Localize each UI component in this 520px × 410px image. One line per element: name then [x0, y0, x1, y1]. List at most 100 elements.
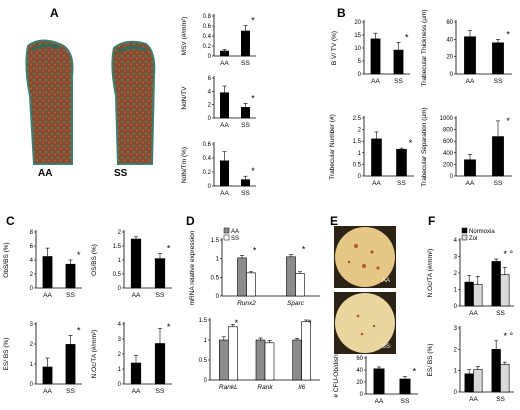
- chart-os-bs: OS/BS (%) 0 0.5 1 1.5 2 AA SS *: [91, 230, 172, 299]
- chart-b2-ytick-label: 20: [446, 55, 453, 61]
- chart-c2-ytick-label: 2: [118, 230, 122, 236]
- chart-a1-ytick-label: 0.2: [203, 44, 212, 50]
- chart-c3-ylabel: ES/ BS (%): [3, 338, 10, 371]
- chart-mrna-osteoclast: 0 0.5 1 1.5 RankL * Rank Il6 *: [199, 318, 320, 391]
- chart-f2-xtick-label: AA: [469, 396, 478, 403]
- chart-d1-xtick-label: Sparc: [287, 300, 305, 307]
- chart-d1-legend-label: SS: [231, 236, 239, 242]
- chart-b1-ytick-label: 5: [358, 59, 362, 65]
- chart-b2-bar-ss: [492, 42, 504, 75]
- chart-e1-ytick-label: 20: [356, 380, 363, 386]
- chart-f2-bar-normoxia-aa: [464, 373, 474, 393]
- chart-d1-ytick-label: 0.5: [211, 275, 220, 281]
- chart-c2-ytick-label: 1.5: [113, 244, 122, 250]
- cfu-dish-ss-image: [334, 292, 396, 354]
- chart-e1-ytick-label: 0: [360, 392, 364, 398]
- chart-c2-significance-marker: *: [167, 244, 171, 254]
- chart-d1-ylabel: mRNA relative expression: [189, 230, 196, 305]
- chart-f1-ytick-label: 0: [454, 304, 458, 310]
- chart-b3-ytick-label: 2.5: [353, 116, 362, 122]
- chart-c3-bar-ss: [65, 344, 76, 385]
- chart-c3-bar-aa: [42, 366, 53, 385]
- chart-b4-ytick-label: 400: [443, 151, 454, 157]
- chart-c4-bar-ss: [154, 343, 166, 385]
- chart-f1-ytick-label: 1: [454, 288, 458, 294]
- chart-a2-bar-aa: [219, 92, 229, 119]
- chart-mrna-osteoblast: mRNA relative expression 0 0.5 1 1.5 Runx2 * Sp…: [189, 227, 320, 307]
- chart-a2-significance-marker: *: [251, 93, 255, 103]
- chart-c4-ylabel: N.Oc/TA (#/mm²): [91, 330, 98, 379]
- chart-a2-ytick-label: 6: [208, 76, 212, 82]
- chart-f1-ytick-label: 2: [454, 271, 458, 277]
- chart-d2-bar-ss-il6: [301, 321, 311, 381]
- chart-f1-ylabel: N.Oc/TA (#/mm²): [427, 249, 434, 298]
- chart-obs-bs: ObS/BS (%) 0 2 4 6 8 AA SS *: [3, 230, 82, 299]
- chart-f2-bar-normoxia-ss: [491, 349, 501, 393]
- chart-b1-ylabel: B V/ TV (%): [331, 31, 338, 65]
- chart-a1-ytick-label: 0.6: [203, 24, 212, 30]
- chart-f1-legend-label: Normoxia: [469, 229, 495, 235]
- chart-d1-legend-swatch: [223, 234, 230, 241]
- chart-b3-ytick-label: 0.5: [353, 162, 362, 168]
- chart-c1-ytick-label: 4: [30, 258, 34, 264]
- chart-ndn-tm: NdN/Tm (%) 0 0.2 0.4 0.6 AA SS *: [181, 142, 256, 197]
- chart-c4-ytick-label: 1: [118, 367, 122, 373]
- chart-e1-significance-marker: *: [413, 367, 417, 377]
- chart-d1-bar-aa-sparc: [286, 256, 296, 297]
- chart-b3-ytick-label: 1: [358, 151, 362, 157]
- chart-e1-xtick-label: AA: [375, 398, 384, 405]
- chart-b3-bar-aa: [371, 138, 382, 177]
- chart-a3-ylabel: NdN/Tm (%): [181, 147, 188, 183]
- chart-a1-xtick-label: SS: [241, 60, 250, 67]
- chart-f1-xtick-label: AA: [469, 310, 478, 317]
- chart-b4-ytick-label: 200: [443, 162, 454, 168]
- chart-a1-xtick-label: AA: [220, 60, 229, 67]
- chart-d2-bar-aa-il6: [292, 339, 302, 381]
- chart-f1-bar-zol-ss: [500, 274, 510, 307]
- chart-d2-xtick-label: RankL: [219, 384, 238, 391]
- chart-a2-ytick-label: 0: [208, 116, 212, 122]
- chart-e1-ytick-label: 60: [356, 356, 363, 362]
- bone-histology-aa-image: [25, 39, 74, 165]
- chart-e1-ytick-label: 40: [356, 368, 363, 374]
- chart-f1-bar-normoxia-aa: [464, 281, 474, 307]
- chart-c1-ytick-label: 0: [30, 286, 34, 292]
- chart-d1-bar-ss-runx2: [246, 272, 256, 297]
- chart-e1-bar-ss: [399, 378, 411, 395]
- chart-b1-ytick-label: 0: [358, 72, 362, 78]
- chart-e1-xtick-label: SS: [401, 398, 410, 405]
- chart-a1-ylabel: MSV (#/mm²): [181, 17, 188, 56]
- chart-f2-ytick-label: 3: [454, 326, 458, 332]
- chart-b4-xtick-label: AA: [466, 180, 475, 187]
- chart-f1-bar-zol-aa: [473, 284, 483, 307]
- photo-label-ss: SS: [114, 168, 128, 179]
- chart-a1-ytick-label: 0: [208, 54, 212, 60]
- chart-c1-ytick-label: 6: [30, 244, 34, 250]
- chart-f1-xtick-label: SS: [496, 310, 505, 317]
- chart-d1-ytick-label: 1.5: [211, 238, 220, 244]
- chart-a3-ytick-label: 0.2: [203, 170, 212, 176]
- chart-f2-ytick-label: 2: [454, 347, 458, 353]
- chart-d2-ytick-label: 1: [204, 338, 208, 344]
- chart-b2-xtick-label: SS: [494, 78, 503, 85]
- chart-d2-xtick-label: Rank: [257, 384, 273, 391]
- chart-a1-ytick-label: 0.4: [203, 34, 212, 40]
- chart-a1-significance-marker: *: [251, 16, 255, 26]
- chart-a2-ytick-label: 4: [208, 89, 212, 95]
- chart-c4-significance-marker: *: [167, 322, 171, 332]
- chart-c2-bar-aa: [130, 238, 142, 289]
- chart-es-bs: ES/ BS (%) 0 1 2 3 AA SS *: [3, 322, 82, 395]
- chart-b3-ylabel: Trabecular Number (#): [329, 114, 336, 180]
- chart-b3-xtick-label: SS: [397, 180, 406, 187]
- chart-c4-bar-aa: [130, 362, 142, 385]
- chart-c1-significance-marker: *: [77, 250, 81, 260]
- chart-b2-ytick-label: 0: [450, 72, 454, 78]
- chart-d2-ytick-label: 1.5: [199, 318, 208, 324]
- chart-c1-xtick-label: AA: [43, 292, 52, 299]
- chart-a3-bar-aa: [219, 160, 229, 187]
- chart-b4-ytick-label: 600: [443, 139, 454, 145]
- chart-b3-ytick-label: 0: [358, 174, 362, 180]
- chart-b4-bar-ss: [492, 136, 504, 177]
- chart-c1-xtick-label: SS: [66, 292, 75, 299]
- chart-d1-legend-label: AA: [231, 229, 239, 235]
